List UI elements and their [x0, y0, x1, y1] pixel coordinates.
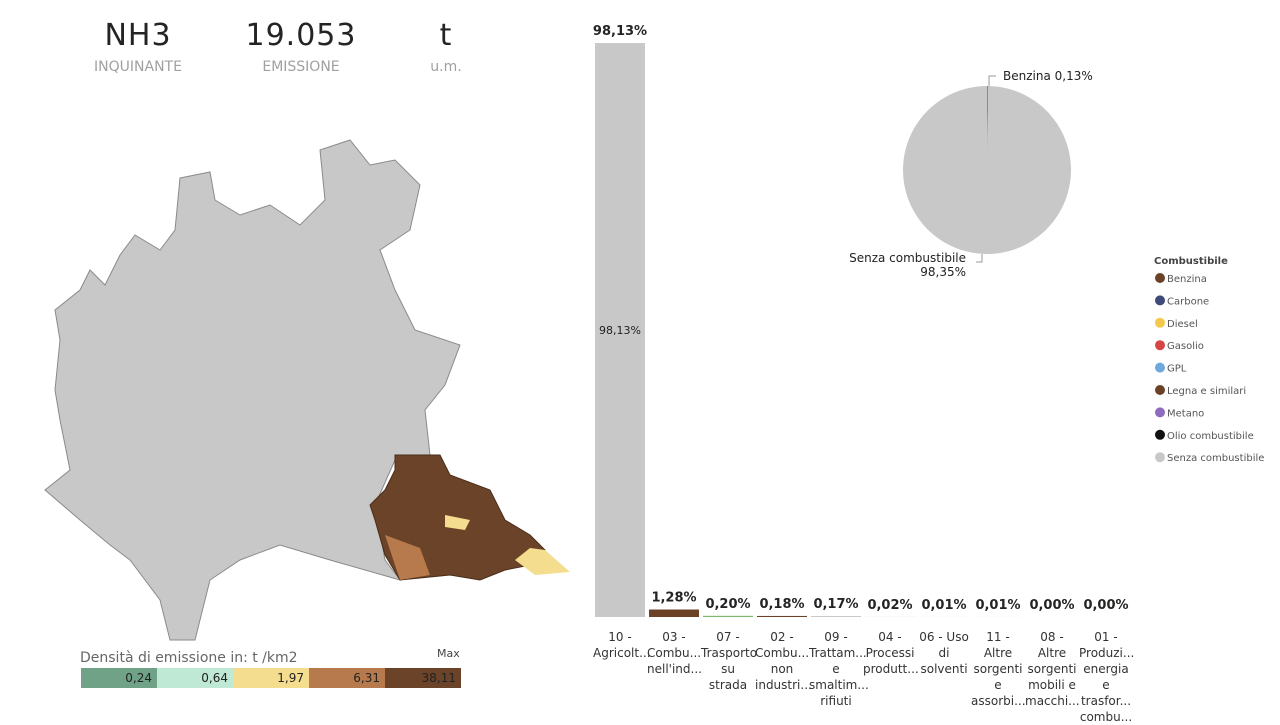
pie-label-value: 98,35%	[920, 265, 966, 279]
legend-swatch	[1155, 385, 1165, 395]
legend-swatch	[1155, 273, 1165, 283]
charts: 98,13% 98,13% 1,28% 0,20% 0,18% 0,17% 0,02% 0,0…	[590, 0, 1270, 720]
legend-class: 0,64	[157, 668, 233, 688]
bar	[703, 616, 753, 617]
legend-title: Combustibile	[1154, 256, 1228, 267]
category-label: 10 - Agricolt...	[593, 629, 647, 661]
pie-label-value: 0,13%	[1055, 69, 1093, 83]
bar-inner-label: 98,13%	[599, 324, 641, 337]
legend-swatch	[1155, 407, 1165, 417]
legend-swatch	[1155, 295, 1165, 305]
legend-class: 6,31	[309, 668, 385, 688]
bar-value-label: 0,01%	[921, 598, 966, 613]
leader-line	[989, 76, 996, 86]
legend-entry: Legna e similari	[1167, 386, 1246, 397]
legend-max: Max	[437, 647, 460, 660]
legend-class: 38,11	[385, 668, 461, 688]
pie-label-name: Senza combustibile	[849, 251, 966, 265]
bar-value-label: 0,18%	[759, 597, 804, 612]
legend-entry: Senza combustibile	[1167, 453, 1264, 464]
bar-value-label: 0,00%	[1029, 598, 1074, 613]
category-label: 01 - Produzi... energia e trasfor... com…	[1079, 629, 1133, 725]
bar-value-label: 1,28%	[651, 591, 696, 606]
pie-label-name: Benzina	[1003, 69, 1051, 83]
category-label: 11 - Altre sorgenti e assorbi...	[971, 629, 1025, 709]
bar	[649, 610, 699, 617]
legend-swatch	[1155, 452, 1165, 462]
bar-value-label: 98,13%	[593, 24, 647, 39]
category-label: 06 - Uso di solventi	[917, 629, 971, 677]
legend-entry: Benzina	[1167, 274, 1207, 285]
legend-swatch	[1155, 318, 1165, 328]
legend-entry: Gasolio	[1167, 341, 1204, 352]
category-label: 08 - Altre sorgenti mobili e macchi...	[1025, 629, 1079, 709]
pie-slice	[903, 86, 1071, 254]
legend-entry: Metano	[1167, 408, 1204, 419]
legend-entry: Olio combustibile	[1167, 431, 1254, 442]
legend-swatch	[1155, 430, 1165, 440]
category-label: 07 - Trasporto su strada	[701, 629, 755, 693]
leader-line	[976, 254, 982, 262]
bar-value-label: 0,01%	[975, 598, 1020, 613]
legend-swatch	[1155, 340, 1165, 350]
bar	[811, 616, 861, 617]
bar-value-label: 0,20%	[705, 597, 750, 612]
pie-label: Benzina 0,13%	[1003, 69, 1093, 83]
map	[0, 0, 580, 660]
legend-swatch	[1155, 363, 1165, 373]
legend-entry: Carbone	[1167, 296, 1209, 307]
category-label: 04 - Processi produtt...	[863, 629, 917, 677]
category-label: 03 - Combu... nell'ind...	[647, 629, 701, 677]
category-label: 09 - Trattam... e smaltim... rifiuti	[809, 629, 863, 709]
legend-class: 1,97	[233, 668, 309, 688]
legend-entry: Diesel	[1167, 319, 1198, 330]
bar-value-label: 0,00%	[1083, 598, 1128, 613]
bar-value-label: 0,02%	[867, 598, 912, 613]
bar	[757, 616, 807, 617]
legend-entry: GPL	[1167, 364, 1187, 375]
category-label: 02 - Combu... non industri...	[755, 629, 809, 693]
legend-title: Densità di emissione in: t /km2	[80, 650, 298, 666]
bar-value-label: 0,17%	[813, 597, 858, 612]
legend-class: 0,24	[81, 668, 157, 688]
